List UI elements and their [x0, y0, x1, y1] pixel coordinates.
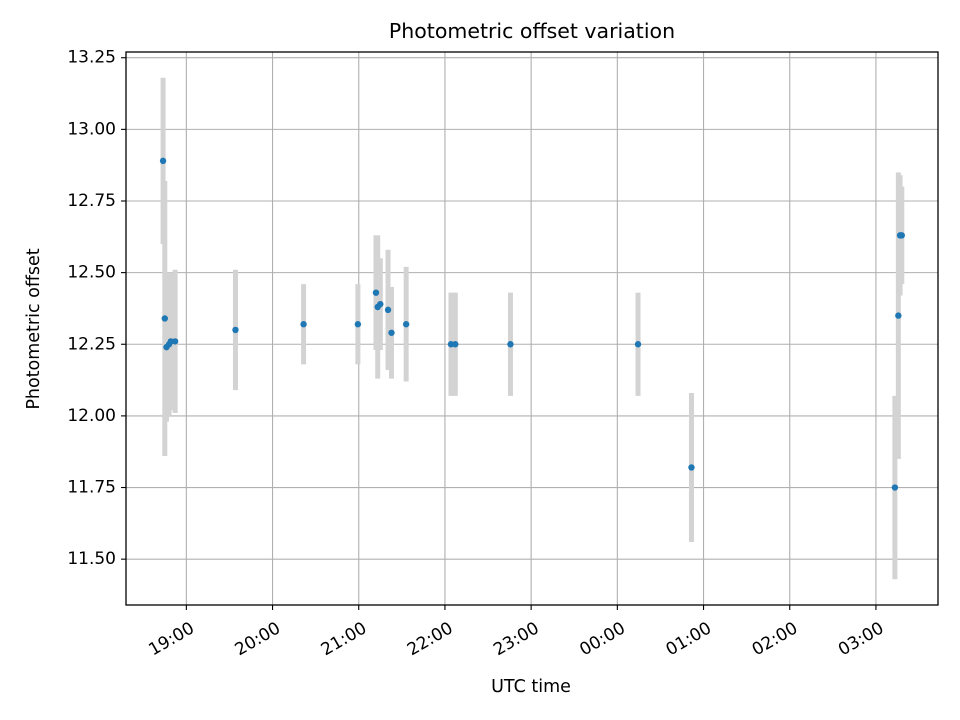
data-point [688, 464, 695, 471]
data-point [452, 341, 459, 348]
data-point [634, 341, 642, 348]
data-point [384, 306, 392, 314]
data-point [402, 321, 410, 328]
y-axis-title: Photometric offset [24, 248, 44, 409]
y-tick-label: 12.75 [67, 191, 116, 211]
chart-title: Photometric offset variation [389, 19, 675, 43]
data-point [372, 289, 380, 296]
data-point [232, 326, 239, 334]
data-point [388, 329, 395, 336]
grid [126, 52, 938, 605]
data-point [159, 157, 167, 165]
data-point [161, 315, 168, 322]
data-point [300, 321, 307, 328]
data-point [891, 484, 899, 491]
x-axis-title: UTC time [491, 677, 571, 697]
data-point [898, 232, 905, 239]
plot-frame [125, 51, 939, 606]
data-point [171, 338, 179, 345]
y-axis: 11.50 11.75 12.00 12.25 12.50 12.75 13.00 13.25 [67, 48, 126, 569]
y-tick-label: 12.00 [67, 406, 116, 426]
data-point [354, 321, 362, 328]
y-tick-label: 13.00 [67, 119, 116, 139]
y-tick-label: 12.50 [67, 263, 116, 283]
data-point [895, 312, 902, 319]
y-tick-label: 12.25 [67, 334, 116, 354]
y-tick-label: 11.50 [67, 549, 116, 569]
data-point [507, 341, 514, 348]
data-point [377, 300, 384, 308]
data-points [159, 157, 905, 491]
y-tick-label: 11.75 [67, 478, 116, 498]
y-tick-label: 13.25 [67, 48, 116, 68]
